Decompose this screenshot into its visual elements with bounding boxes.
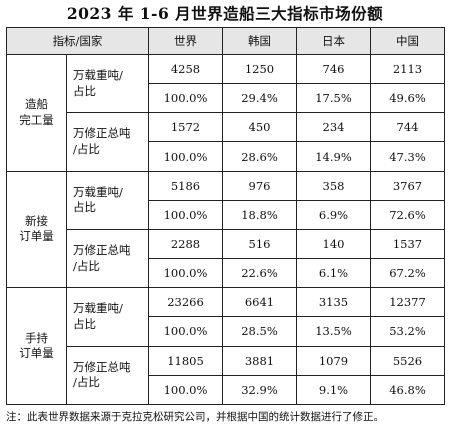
share-cell: 6.9% xyxy=(296,199,371,230)
value-cell: 358 xyxy=(296,170,371,201)
share-cell: 28.5% xyxy=(222,316,297,347)
share-cell: 53.2% xyxy=(370,316,445,347)
share-cell: 6.1% xyxy=(296,258,371,289)
metric-label: 万修正总吨/占比 xyxy=(66,228,149,289)
group-label: 造船 完工量 xyxy=(6,54,67,172)
value-cell: 2113 xyxy=(370,53,445,85)
value-cell: 1250 xyxy=(222,53,297,85)
header-row: 指标/国家 世界 韩国 日本 中国 xyxy=(6,27,445,55)
value-cell: 746 xyxy=(296,53,371,85)
value-cell: 1537 xyxy=(370,228,445,260)
group-label: 新接 订单量 xyxy=(6,170,67,289)
header-japan: 日本 xyxy=(296,27,371,55)
value-cell: 6641 xyxy=(222,287,297,318)
value-cell: 3881 xyxy=(222,345,297,376)
share-cell: 100.0% xyxy=(148,199,223,230)
table-row: 万修正总吨/占比 2288 516 140 1537 xyxy=(7,228,445,289)
footnote: 注：此表世界数据来源于克拉克松研究公司，并根据中国的统计数据进行了修正。 xyxy=(6,411,384,423)
value-cell: 744 xyxy=(370,112,445,143)
share-cell: 100.0% xyxy=(148,316,223,347)
value-cell: 516 xyxy=(222,228,297,260)
value-cell: 450 xyxy=(222,112,297,143)
share-cell: 13.5% xyxy=(296,316,371,347)
share-cell: 32.9% xyxy=(222,374,297,406)
header-korea: 韩国 xyxy=(222,27,297,55)
shipbuilding-market-share-table: 指标/国家 世界 韩国 日本 中国 造船 完工量 万载重吨/占比 4258 1250 74… xyxy=(6,27,445,406)
share-cell: 29.4% xyxy=(222,83,297,114)
value-cell: 3135 xyxy=(296,287,371,318)
share-cell: 46.8% xyxy=(370,374,445,406)
value-cell: 12377 xyxy=(370,287,445,318)
metric-label: 万载重吨/占比 xyxy=(66,53,149,114)
share-cell: 100.0% xyxy=(148,83,223,114)
share-cell: 28.6% xyxy=(222,141,297,172)
value-cell: 1572 xyxy=(148,112,223,143)
table-row: 100.0% 29.4% 17.5% 49.6% xyxy=(7,83,445,114)
table-row: 造船 完工量 万载重吨/占比 4258 1250 746 2113 xyxy=(6,53,445,172)
share-cell: 72.6% xyxy=(370,199,445,230)
value-cell: 2288 xyxy=(148,228,223,260)
share-cell: 18.8% xyxy=(222,199,297,230)
value-cell: 5186 xyxy=(148,170,223,201)
metric-label: 万修正总吨/占比 xyxy=(66,112,149,172)
table-row: 万修正总吨/占比 11805 3881 1079 5526 xyxy=(7,345,445,406)
table-row: 100.0% 28.5% 13.5% 53.2% xyxy=(7,316,445,347)
share-cell: 17.5% xyxy=(296,83,371,114)
share-cell: 100.0% xyxy=(148,258,223,289)
table-row: 100.0% 22.6% 6.1% 67.2% xyxy=(7,258,445,289)
share-cell: 67.2% xyxy=(370,258,445,289)
share-cell: 14.9% xyxy=(296,141,371,172)
share-cell: 47.3% xyxy=(370,141,445,172)
value-cell: 11805 xyxy=(148,345,223,376)
metric-label: 万修正总吨/占比 xyxy=(66,345,149,406)
share-cell: 22.6% xyxy=(222,258,297,289)
header-world: 世界 xyxy=(148,27,223,55)
value-cell: 234 xyxy=(296,112,371,143)
table-row: 新接 订单量 万载重吨/占比 5186 976 358 3767 xyxy=(6,170,445,289)
metric-label: 万载重吨/占比 xyxy=(66,287,149,347)
metric-label: 万载重吨/占比 xyxy=(66,170,149,230)
share-cell: 100.0% xyxy=(148,374,223,406)
header-indicator: 指标/国家 xyxy=(6,27,149,55)
table-row: 100.0% 18.8% 6.9% 72.6% xyxy=(7,199,445,230)
table-row: 100.0% 32.9% 9.1% 46.8% xyxy=(7,374,445,406)
value-cell: 23266 xyxy=(148,287,223,318)
share-cell: 9.1% xyxy=(296,374,371,406)
value-cell: 3767 xyxy=(370,170,445,201)
group-label: 手持 订单量 xyxy=(6,287,67,405)
table-row: 手持 订单量 万载重吨/占比 23266 6641 3135 12377 xyxy=(6,287,445,405)
value-cell: 5526 xyxy=(370,345,445,376)
value-cell: 140 xyxy=(296,228,371,260)
table-row: 100.0% 28.6% 14.9% 47.3% xyxy=(7,141,445,172)
table-row: 万修正总吨/占比 1572 450 234 744 xyxy=(7,112,445,172)
value-cell: 1079 xyxy=(296,345,371,376)
value-cell: 4258 xyxy=(148,53,223,85)
header-china: 中国 xyxy=(370,27,445,55)
value-cell: 976 xyxy=(222,170,297,201)
table-title: 2023 年 1-6 月世界造船三大指标市场份额 xyxy=(66,4,384,23)
share-cell: 100.0% xyxy=(148,141,223,172)
share-cell: 49.6% xyxy=(370,83,445,114)
